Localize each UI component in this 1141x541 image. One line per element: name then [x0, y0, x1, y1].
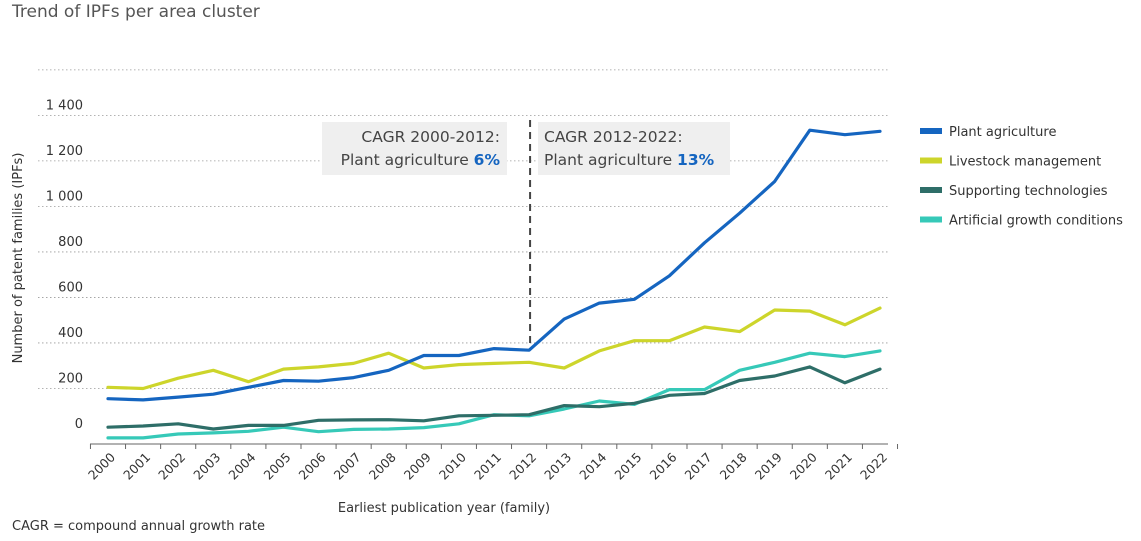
gridlines [38, 69, 888, 389]
series-lines [106, 128, 882, 440]
legend-swatch [920, 157, 942, 164]
x-tick-label: 2009 [401, 449, 434, 482]
y-tick-label: 1 200 [46, 144, 83, 159]
x-tick-label: 2013 [541, 450, 574, 483]
callout-right-line2: Plant agriculture 13% [544, 151, 715, 169]
legend-label: Artificial growth conditions [949, 214, 1123, 229]
chart-title: Trend of IPFs per area cluster [12, 2, 260, 22]
callout-left-bg [322, 122, 507, 175]
y-tick-label: 1 000 [46, 189, 83, 204]
callout-left-prefix: Plant agriculture [341, 151, 474, 169]
y-tick-label: 1 400 [46, 98, 83, 113]
x-tick-label: 2007 [331, 450, 364, 483]
y-axis-title: Number of patent families (IPFs) [11, 153, 26, 364]
x-tick-label: 2005 [260, 450, 293, 483]
footnote: CAGR = compound annual growth rate [12, 519, 266, 534]
y-tick-label: 0 [75, 417, 83, 432]
x-tick-label: 2001 [120, 450, 153, 483]
x-tick-label: 2006 [296, 449, 329, 482]
y-tick-label: 800 [58, 235, 83, 250]
x-axis-title: Earliest publication year (family) [338, 501, 550, 516]
x-tick-label: 2002 [155, 450, 188, 483]
x-tick-label: 2011 [471, 450, 504, 483]
legend: Plant agriculture Livestock management Sup… [920, 125, 1123, 229]
y-tick-label: 200 [58, 371, 83, 386]
legend-label: Plant agriculture [949, 125, 1056, 140]
x-tick-label: 2000 [85, 449, 118, 482]
x-tick-label: 2010 [436, 449, 469, 482]
legend-swatch [920, 187, 942, 193]
cagr-callout-left: CAGR 2000-2012: Plant agriculture 6% [322, 122, 507, 175]
x-tick-label: 2022 [857, 450, 890, 483]
legend-swatch [920, 216, 942, 223]
series-line [106, 365, 882, 431]
callout-right-prefix: Plant agriculture [544, 151, 677, 169]
callout-left-line1: CAGR 2000-2012: [361, 128, 500, 146]
x-tick-label: 2003 [190, 450, 223, 483]
x-tick-label: 2015 [611, 450, 644, 483]
cagr-callout-right: CAGR 2012-2022: Plant agriculture 13% [538, 122, 730, 175]
x-tick-label: 2016 [646, 449, 679, 482]
callout-left-value: 6% [474, 151, 501, 169]
y-tick-label: 600 [58, 280, 83, 295]
series-line [106, 128, 882, 402]
legend-label: Supporting technologies [949, 184, 1108, 199]
x-tick-label: 2004 [225, 449, 258, 482]
callout-right-line1: CAGR 2012-2022: [544, 128, 683, 146]
x-tick-label: 2014 [576, 449, 609, 482]
legend-label: Livestock management [949, 155, 1101, 170]
x-tick-label: 2012 [506, 450, 539, 483]
x-tick-label: 2020 [787, 449, 820, 482]
series-line [106, 306, 882, 391]
y-tick-label: 400 [58, 326, 83, 341]
callout-left-line2: Plant agriculture 6% [341, 151, 501, 169]
callout-right-value: 13% [677, 151, 715, 169]
legend-swatch [920, 128, 942, 134]
callout-right-bg [538, 122, 730, 175]
x-tick-label: 2008 [366, 449, 399, 482]
x-tick-label: 2019 [752, 449, 785, 482]
x-tick-label: 2021 [822, 450, 855, 483]
x-tick-label: 2018 [717, 449, 750, 482]
x-tick-label: 2017 [682, 450, 715, 483]
